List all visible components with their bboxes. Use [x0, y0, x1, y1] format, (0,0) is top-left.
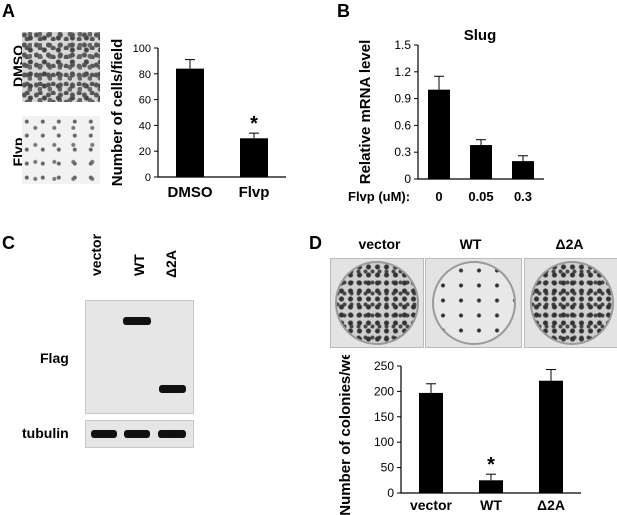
chart-b-y-tick-label: 0.6	[394, 118, 411, 132]
chart-a-axes: 0 20 40 60 80 100 DMSO Flvp * Number of cells/fie…	[109, 39, 286, 201]
chart-d-bar	[539, 380, 563, 493]
chart-d-axes: 0 50 100 150 200 250 vector WT * Δ2A Number of col…	[337, 355, 581, 515]
chart-a-bar	[240, 138, 268, 177]
chart-b-bar	[470, 145, 492, 179]
chart-a-y-tick-label: 0	[145, 172, 151, 184]
chart-d-y-tick-label: 50	[381, 461, 395, 475]
band-tubulin-delta2a	[158, 430, 186, 438]
row-label-tubulin: tubulin	[22, 425, 69, 441]
chart-a-x-tick-label: Flvp	[239, 184, 270, 201]
chart-b-axes: 0 0.3 0.6 0.9 1.2 1.5 0 0.05 0.3 Relative mRNA le…	[357, 38, 544, 204]
dish-vector	[335, 261, 419, 345]
chart-a-x-tick-label: DMSO	[168, 184, 213, 201]
chart-d: 0 50 100 150 200 250 vector WT * Δ2A Number of col…	[337, 355, 581, 515]
chart-b-y-axis-label: Relative mRNA level	[357, 40, 374, 185]
chart-d-bar	[479, 480, 503, 493]
panel-letter-c: C	[2, 233, 15, 253]
band-flag-delta2a	[159, 385, 186, 393]
chart-a-y-axis-label: Number of cells/field	[109, 39, 126, 187]
dish-label-vector: vector	[358, 236, 401, 252]
chart-b: Slug 0 0.3 0.6 0.9 1.2 1.5 0 0.05 0.3 Relative mR…	[357, 27, 544, 204]
chart-d-y-tick-label: 200	[374, 384, 394, 398]
chart-b-y-tick-label: 1.2	[394, 65, 411, 79]
chart-d-x-tick-label: Δ2A	[537, 497, 565, 513]
dish-photo-delta2a	[524, 258, 617, 348]
chart-d-y-tick-label: 150	[374, 410, 394, 424]
band-tubulin-wt	[124, 430, 150, 438]
chart-a-significance-marker: *	[250, 113, 258, 135]
chart-d-y-tick-label: 250	[374, 359, 394, 373]
chart-b-title: Slug	[464, 27, 497, 44]
lane-label-vector: vector	[88, 233, 104, 276]
chart-b-x-prefix: Flvp (uM):	[348, 189, 411, 204]
chart-d-y-tick-label: 0	[387, 486, 394, 500]
chart-b-x-tick-label: 0.3	[514, 189, 532, 204]
chart-a-bar	[176, 68, 204, 177]
chart-d-x-tick-label: vector	[410, 497, 453, 513]
chart-a-y-tick-label: 80	[139, 69, 151, 81]
dish-label-delta2a: Δ2A	[555, 236, 584, 252]
chart-b-y-tick-label: 0.3	[394, 145, 411, 159]
chart-b-y-tick-label: 0	[404, 172, 411, 186]
chart-d-significance-marker: *	[487, 454, 495, 476]
chart-b-bar	[512, 161, 534, 179]
chart-d-x-tick-label: WT	[480, 497, 502, 513]
chart-a-y-tick-label: 40	[139, 120, 151, 132]
panel-letter-b: B	[337, 1, 350, 21]
chart-b-bar	[428, 89, 450, 179]
chart-a-y-tick-label: 60	[139, 95, 151, 107]
lane-label-delta2a: Δ2A	[163, 250, 179, 278]
chart-d-y-tick-label: 100	[374, 435, 394, 449]
band-flag-wt	[123, 317, 151, 325]
chart-a-y-tick-label: 100	[133, 43, 151, 55]
blot-tubulin	[85, 420, 194, 448]
panel-letter-d: D	[309, 233, 322, 253]
lane-label-wt: WT	[131, 254, 147, 276]
chart-d-y-axis-label: Number of colonies/well	[337, 355, 354, 515]
dish-label-wt: WT	[459, 236, 482, 252]
dish-photo-vector	[330, 258, 424, 348]
micrograph-dmso	[22, 32, 100, 102]
chart-b-x-tick-label: 0.05	[468, 189, 493, 204]
dish-wt	[432, 261, 516, 345]
panel-letter-a: A	[2, 1, 15, 21]
blot-flag	[85, 300, 194, 414]
chart-a: 0 20 40 60 80 100 DMSO Flvp * Number of cells/fie…	[109, 39, 286, 201]
chart-b-y-tick-label: 1.5	[394, 38, 411, 52]
chart-b-y-tick-label: 0.9	[394, 92, 411, 106]
dish-photo-wt	[425, 258, 522, 348]
chart-b-x-tick-label: 0	[435, 189, 442, 204]
row-label-flag: Flag	[40, 350, 69, 366]
dish-delta2a	[530, 261, 614, 345]
micrograph-flvp	[22, 116, 100, 184]
chart-a-y-tick-label: 20	[139, 146, 151, 158]
chart-d-bar	[419, 392, 443, 493]
band-tubulin-vector	[91, 430, 117, 438]
